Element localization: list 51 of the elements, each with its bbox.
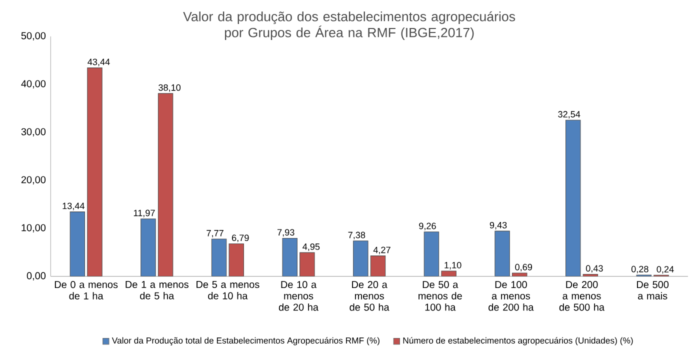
- data-label: 4,95: [302, 243, 320, 251]
- data-label: 9,26: [419, 222, 436, 230]
- y-tick-label: 10,00: [22, 224, 46, 232]
- data-label: 11,97: [134, 210, 155, 218]
- x-tick-label: De 100 a menos de 200 ha: [488, 281, 534, 311]
- bar: [494, 230, 510, 276]
- bar: [370, 256, 386, 276]
- x-tick-label: De 0 a menos de 1 ha: [54, 281, 118, 300]
- bar: [424, 232, 440, 276]
- bar: [512, 272, 528, 276]
- bar: [565, 120, 581, 276]
- x-tick-label: De 20 a menos de 50 ha: [350, 281, 390, 311]
- data-label: 0,69: [515, 264, 532, 272]
- x-tick-label: De 5 a menos de 10 ha: [196, 281, 260, 300]
- bar: [353, 240, 368, 276]
- bar: [441, 270, 456, 276]
- data-label: 7,77: [206, 230, 224, 238]
- y-tick-label: 30,00: [21, 128, 46, 136]
- data-label: 32,54: [558, 111, 580, 119]
- x-tick-label: De 1 a menos de 5 ha: [126, 281, 188, 300]
- data-label: 9,43: [490, 222, 507, 230]
- y-tick-label: 40,00: [21, 80, 46, 88]
- y-tick-label: 0,00: [26, 272, 46, 280]
- x-tick-label: De 500 a mais: [636, 281, 669, 300]
- bar: [70, 212, 86, 276]
- legend-label: Valor da Produção total de Estabelecimentos Agropecuários RMF (%): [112, 337, 380, 346]
- chart-title: Valor da produção dos estabelecimentos agropecuários por Grupos de Área na RMF (IBGE,2017): [183, 11, 516, 40]
- x-tick-label: De 50 a menos de 100 ha: [418, 281, 462, 311]
- data-label: 0,43: [586, 265, 603, 273]
- bar: [87, 68, 102, 276]
- data-label: 38,10: [158, 84, 181, 92]
- y-tick-label: 20,00: [21, 176, 46, 184]
- data-label: 43,44: [88, 58, 110, 66]
- y-tick-label: 50,00: [21, 32, 46, 40]
- bar: [282, 238, 298, 276]
- bar: [158, 93, 174, 276]
- bar: [211, 238, 227, 276]
- data-label: 0,28: [631, 266, 648, 274]
- data-label: 7,93: [277, 229, 294, 237]
- data-label: 1,10: [444, 262, 462, 270]
- bar: [228, 243, 244, 276]
- data-label: 13,44: [62, 202, 84, 210]
- legend-label: Número de estabelecimentos agropecuários (Unidades) (%): [403, 337, 633, 346]
- x-tick-label: De 10 a menos de 20 ha: [278, 281, 319, 311]
- x-tick-label: De 200 a menos de 500 ha: [559, 281, 605, 311]
- data-label: 0,24: [656, 266, 674, 274]
- data-label: 4,27: [373, 246, 390, 254]
- data-label: 7,38: [348, 232, 366, 240]
- data-label: 6,79: [232, 234, 249, 242]
- bar: [140, 218, 156, 276]
- bar: [300, 252, 315, 276]
